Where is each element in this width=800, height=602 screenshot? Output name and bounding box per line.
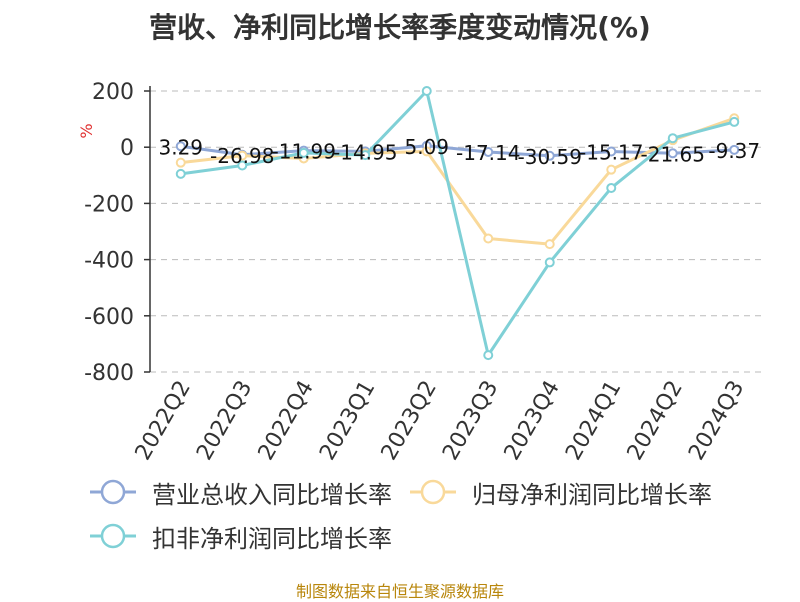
data-label: -26.98 (210, 144, 274, 168)
x-tick-label: 2023Q2 (377, 377, 442, 465)
data-label: 3.29 (158, 135, 203, 159)
data-point (175, 157, 186, 168)
legend-label: 扣非净利润同比增长率 (152, 524, 392, 553)
data-label: -15.17 (579, 140, 643, 164)
data-label: 5.09 (404, 135, 449, 159)
data-point (729, 144, 740, 155)
data-point (421, 86, 432, 96)
data-point (237, 160, 248, 171)
y-tick-label: 0 (120, 136, 134, 161)
y-tick-label: 200 (92, 80, 134, 105)
legend-label: 归母净利润同比增长率 (472, 480, 712, 509)
data-point (175, 141, 186, 152)
data-point (544, 150, 555, 161)
data-point (483, 350, 494, 361)
x-tick-label: 2023Q1 (315, 377, 380, 465)
series-layer (175, 86, 740, 361)
series-line-0 (180, 144, 735, 158)
legend-label: 营业总收入同比增长率 (152, 480, 392, 509)
y-tick-label: -200 (84, 192, 134, 217)
x-tick-label: 2024Q2 (623, 377, 688, 465)
series-line-2 (180, 89, 735, 357)
data-point (483, 147, 494, 158)
data-label: -17.14 (456, 141, 520, 165)
data-label-layer: 3.29 -26.98-11.99-14.95 5.09 -17.14-30.59-1… (158, 135, 760, 169)
x-tick-label: 2024Q1 (561, 377, 626, 465)
legend-marker-icon (90, 479, 136, 505)
x-tick-label: 2024Q3 (684, 377, 749, 465)
chart-title: 营收、净利同比增长率季度变动情况(%) (149, 11, 651, 44)
data-label: -11.99 (272, 140, 336, 164)
data-point (175, 168, 186, 179)
legend-marker-icon (90, 523, 136, 549)
y-axis-unit-label: % (77, 123, 96, 138)
data-point (298, 147, 309, 158)
data-label: -14.95 (333, 140, 397, 164)
x-tick-label: 2022Q2 (131, 377, 196, 465)
data-point (360, 150, 371, 161)
data-label: -30.59 (518, 145, 582, 169)
data-label: -21.65 (641, 142, 705, 166)
data-point (606, 146, 617, 157)
data-point (729, 116, 740, 127)
grid-layer (150, 90, 765, 373)
y-tick-label: -800 (84, 361, 134, 386)
data-point (483, 233, 494, 244)
legend-item[interactable]: 营业总收入同比增长率 (88, 475, 392, 509)
x-tick-label: 2023Q4 (500, 377, 565, 465)
series-line-1 (180, 116, 735, 246)
y-tick-label: -600 (84, 305, 134, 330)
data-point (606, 164, 617, 175)
legend-item[interactable]: 归母净利润同比增长率 (408, 475, 712, 509)
source-note: 制图数据来自恒生聚源数据库 (295, 582, 504, 601)
data-point (237, 150, 248, 161)
x-tick-label: 2023Q3 (438, 377, 503, 465)
data-label: -9.37 (708, 139, 760, 163)
data-point (667, 133, 678, 144)
data-point (667, 148, 678, 159)
data-point (606, 182, 617, 193)
y-tick-label: -400 (84, 249, 134, 274)
data-point (421, 146, 432, 157)
x-tick-label: 2022Q3 (192, 377, 257, 465)
data-point (544, 239, 555, 250)
legend-item[interactable]: 扣非净利润同比增长率 (88, 519, 392, 553)
data-point (544, 257, 555, 268)
legend-marker-icon (410, 479, 456, 505)
x-tick-label: 2022Q4 (254, 377, 319, 465)
